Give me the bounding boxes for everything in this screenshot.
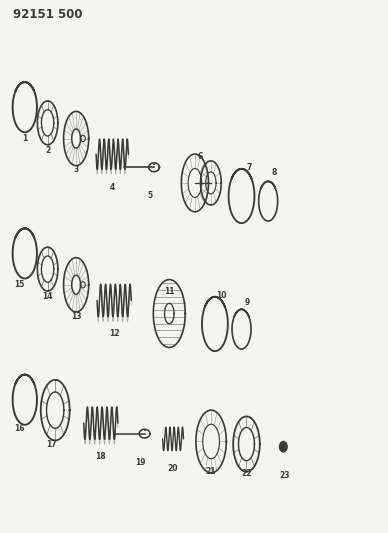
Text: 10: 10 [217, 290, 227, 300]
Text: 4: 4 [110, 183, 115, 191]
Text: 22: 22 [241, 470, 252, 479]
Text: 21: 21 [206, 467, 217, 477]
Circle shape [279, 441, 287, 452]
Text: 20: 20 [168, 464, 178, 473]
Text: 2: 2 [45, 146, 50, 155]
Text: 9: 9 [244, 297, 250, 306]
Text: 17: 17 [46, 440, 57, 449]
Text: 18: 18 [95, 451, 106, 461]
Text: 5: 5 [148, 191, 153, 200]
Text: 14: 14 [42, 292, 53, 301]
Text: 12: 12 [109, 329, 120, 338]
Text: 92151 500: 92151 500 [13, 8, 83, 21]
Text: 16: 16 [15, 424, 25, 433]
Text: 6: 6 [197, 152, 202, 161]
Text: 8: 8 [271, 168, 277, 177]
Text: 1: 1 [22, 134, 28, 143]
Text: 19: 19 [135, 458, 145, 467]
Text: 7: 7 [246, 163, 252, 172]
Text: 3: 3 [73, 165, 79, 174]
Text: 23: 23 [279, 471, 290, 480]
Text: 11: 11 [164, 287, 175, 296]
Text: 13: 13 [71, 312, 81, 321]
Text: 15: 15 [14, 280, 24, 289]
